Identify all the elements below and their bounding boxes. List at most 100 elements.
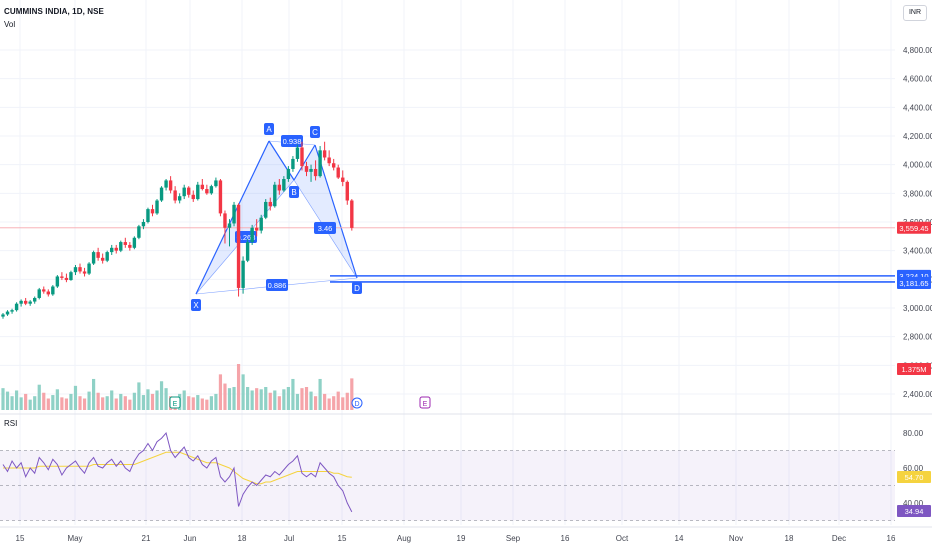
volume-bar <box>291 378 295 410</box>
price-tick-label: 2,400.00 <box>903 390 932 399</box>
pattern-ratio-label: 0.886 <box>268 281 287 290</box>
price-tick-label: 4,200.00 <box>903 132 932 141</box>
candle-body <box>336 167 340 178</box>
volume-bar <box>46 398 50 410</box>
price-tick-label: 3,400.00 <box>903 247 932 256</box>
volume-tag: 1.375M <box>901 365 926 374</box>
volume-bar <box>286 387 290 410</box>
volume-bar <box>318 378 322 410</box>
volume-bar <box>327 398 331 410</box>
volume-bar <box>1 388 5 410</box>
candle-body <box>268 201 272 207</box>
candle-body <box>150 209 155 214</box>
grid <box>0 0 895 525</box>
candle-body <box>309 168 313 172</box>
pattern-point-badge <box>310 126 320 138</box>
volume-bar <box>128 399 132 410</box>
volume-bar <box>350 378 354 410</box>
volume-bar <box>187 396 191 410</box>
time-tick-label: Jul <box>284 534 294 543</box>
volume-bar <box>105 396 109 410</box>
candle-body <box>241 260 245 288</box>
candle-body <box>146 209 150 222</box>
volume-bar <box>146 389 150 410</box>
candle-body <box>250 227 254 243</box>
volume-bar <box>96 392 100 410</box>
candle-body <box>5 311 10 315</box>
candle-body <box>87 263 91 274</box>
volume-bar <box>110 390 114 410</box>
candle-body <box>37 289 41 298</box>
candle-body <box>232 204 236 224</box>
rsi-tick-label: 60.00 <box>903 464 924 473</box>
volume-bar <box>341 397 345 410</box>
time-tick-label: Dec <box>832 534 846 543</box>
price-tick-label: 4,600.00 <box>903 75 932 84</box>
candle-body <box>236 204 241 288</box>
volume-bar <box>264 387 268 410</box>
candle-body <box>318 150 322 177</box>
candle-body <box>132 237 137 248</box>
volume-bar <box>60 397 64 410</box>
candle-body <box>114 247 118 251</box>
candle-body <box>304 166 309 172</box>
volume-bar <box>209 396 213 410</box>
volume-bar <box>10 396 14 410</box>
time-tick-label: 14 <box>675 534 684 543</box>
dividend-marker <box>351 397 363 409</box>
volume-bar <box>214 393 218 410</box>
candle-body <box>254 227 259 231</box>
symbol-title[interactable]: CUMMINS INDIA, 1D, NSE <box>4 7 104 16</box>
pattern-leg <box>314 144 358 279</box>
time-tick-label: Jun <box>184 534 197 543</box>
pattern-point-label: A <box>266 125 272 134</box>
candle-body <box>78 267 82 272</box>
pattern-ratio-badge <box>314 222 336 234</box>
volume-bar <box>137 382 141 410</box>
rsi-ma-line <box>3 451 352 485</box>
level-1-tag: 3,224.10 <box>899 272 928 281</box>
pattern-point-badge <box>191 299 201 311</box>
volume-bar <box>223 383 227 410</box>
candle-body <box>55 276 60 287</box>
volume-bar <box>42 392 46 410</box>
candle-body <box>341 177 345 182</box>
volume-bar <box>123 396 127 410</box>
volume-bar <box>87 391 91 410</box>
currency-button[interactable]: INR <box>903 5 927 21</box>
rsi-pane <box>0 413 932 521</box>
candle-body <box>200 184 205 190</box>
candle-body <box>286 168 291 179</box>
volume-bar <box>205 399 209 410</box>
candle-body <box>128 244 132 248</box>
volume-bar <box>218 374 223 410</box>
rsi-value-tag: 34.94 <box>905 507 924 516</box>
time-tick-label: 16 <box>561 534 570 543</box>
volume-bar <box>69 393 73 410</box>
candle-body <box>69 272 73 281</box>
pattern-point-label: B <box>291 188 296 197</box>
time-tick-label: 16 <box>887 534 896 543</box>
time-tick-label: 18 <box>785 534 794 543</box>
rsi-value-tag-bg <box>897 505 931 517</box>
volume-bar <box>55 389 59 410</box>
candle-body <box>273 184 277 207</box>
volume-bar <box>250 390 254 410</box>
volume-bar <box>323 393 327 410</box>
candle-body <box>123 242 128 245</box>
time-tick-label: Nov <box>729 534 743 543</box>
candle-body <box>96 252 100 258</box>
volume-bar <box>155 390 159 410</box>
pattern-point-badge <box>264 123 274 135</box>
volume-bar <box>14 390 19 410</box>
pattern-triangle-xab <box>196 141 294 294</box>
level-2-tag-bg <box>897 276 931 289</box>
volume-bar <box>345 392 349 410</box>
candle-body <box>187 187 191 195</box>
volume-bar <box>241 374 245 410</box>
price-tags: 3,559.45 3,224.103,181.65 1.375M 54.70 34.94 <box>897 221 931 517</box>
candle-body <box>331 163 336 168</box>
candle-body <box>1 314 5 317</box>
